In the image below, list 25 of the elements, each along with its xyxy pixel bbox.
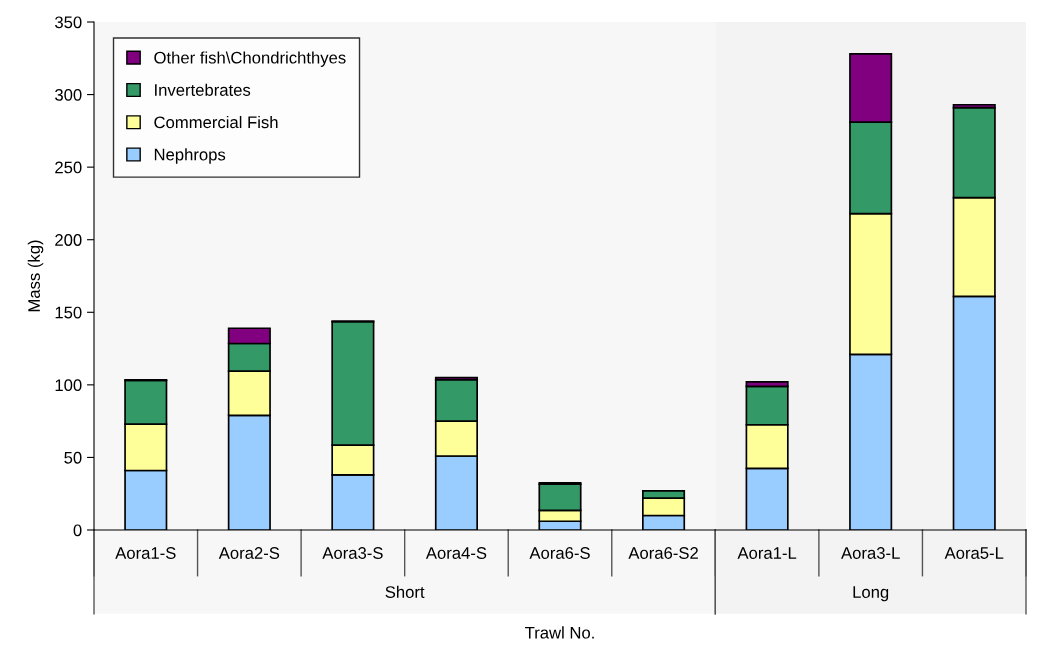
legend-label: Other fish\Chondrichthyes: [154, 51, 346, 67]
legend-label: Nephrops: [154, 148, 226, 164]
band-label: Short: [385, 585, 425, 598]
band-label: Long: [853, 586, 889, 602]
x-tick-label: Aora6-S2: [628, 547, 698, 559]
y-tick-label: 300: [55, 88, 82, 101]
x-tick-label: Aora6-S: [529, 547, 590, 559]
y-tick-label: 350: [55, 16, 82, 29]
y-tick-label: 0: [73, 524, 82, 537]
x-tick-label: Aora5-L: [944, 547, 1004, 559]
legend-label: Invertebrates: [155, 83, 251, 96]
x-axis-title: Trawl No.: [525, 626, 594, 639]
x-tick-label: Aora3-S: [322, 547, 383, 559]
y-axis-title: Mass (kg): [27, 240, 44, 312]
x-tick-label: Aora3-L: [841, 547, 900, 559]
x-tick-label: Aora4-S: [425, 547, 487, 559]
x-tick-label: Aora1-L: [737, 547, 797, 559]
x-tick-label: Aora2-S: [218, 547, 280, 559]
x-tick-label: Aora1-S: [115, 547, 176, 559]
y-tick-label: 50: [64, 451, 82, 464]
y-tick-label: 100: [55, 379, 82, 392]
y-tick-label: 200: [55, 234, 82, 246]
legend-label: Commercial Fish: [154, 115, 278, 129]
y-tick-label: 150: [55, 306, 82, 319]
y-tick-label: 250: [55, 161, 82, 174]
